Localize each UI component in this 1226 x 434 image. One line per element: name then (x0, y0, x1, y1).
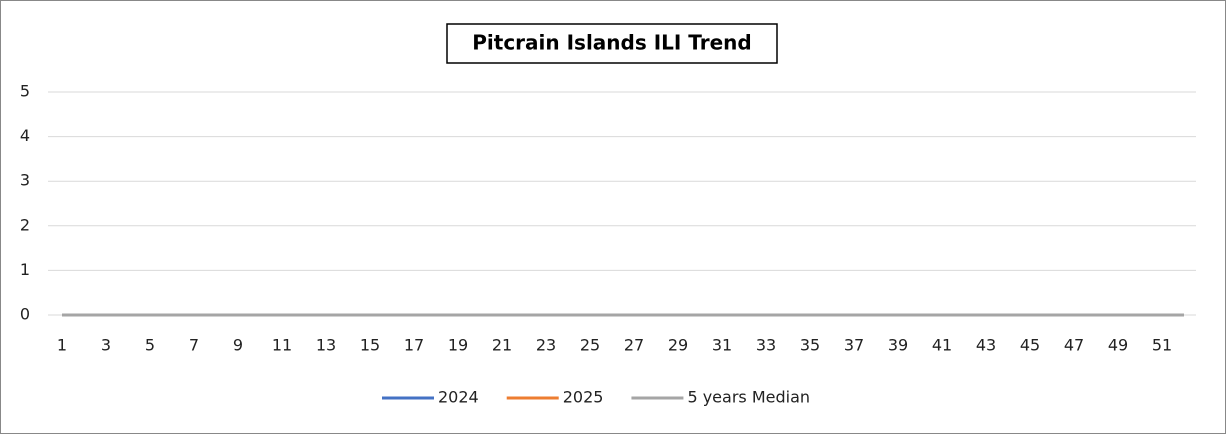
x-tick-label: 27 (624, 336, 644, 355)
title-box (446, 23, 778, 64)
x-tick-label: 29 (668, 336, 688, 355)
x-tick-label: 45 (1020, 336, 1040, 355)
x-tick-label: 19 (448, 336, 468, 355)
x-tick-label: 35 (800, 336, 820, 355)
chart-title: Pitcrain Islands ILI Trend (472, 31, 751, 55)
x-tick-label: 15 (360, 336, 380, 355)
x-tick-label: 7 (189, 336, 199, 355)
y-tick-label: 3 (20, 171, 30, 190)
x-tick-label: 43 (976, 336, 996, 355)
x-tick-label: 47 (1064, 336, 1084, 355)
x-tick-label: 9 (233, 336, 243, 355)
x-tick-label: 25 (580, 336, 600, 355)
x-tick-label: 49 (1108, 336, 1128, 355)
y-tick-label: 0 (20, 305, 30, 324)
x-tick-label: 17 (404, 336, 424, 355)
legend-label: 5 years Median (687, 388, 810, 407)
x-tick-label: 3 (101, 336, 111, 355)
x-tick-label: 5 (145, 336, 155, 355)
x-tick-label: 13 (316, 336, 336, 355)
y-tick-label: 2 (20, 215, 30, 234)
legend-label: 2025 (563, 388, 604, 407)
x-tick-label: 23 (536, 336, 556, 355)
x-tick-label: 1 (57, 336, 67, 355)
x-tick-label: 11 (272, 336, 292, 355)
legend-label: 2024 (438, 388, 479, 407)
x-tick-label: 37 (844, 336, 864, 355)
x-tick-label: 39 (888, 336, 908, 355)
x-tick-label: 31 (712, 336, 732, 355)
x-tick-label: 51 (1152, 336, 1172, 355)
x-tick-label: 21 (492, 336, 512, 355)
y-tick-label: 1 (20, 260, 30, 279)
x-tick-label: 33 (756, 336, 776, 355)
y-tick-label: 5 (20, 82, 30, 101)
x-tick-label: 41 (932, 336, 952, 355)
y-tick-label: 4 (20, 126, 30, 145)
